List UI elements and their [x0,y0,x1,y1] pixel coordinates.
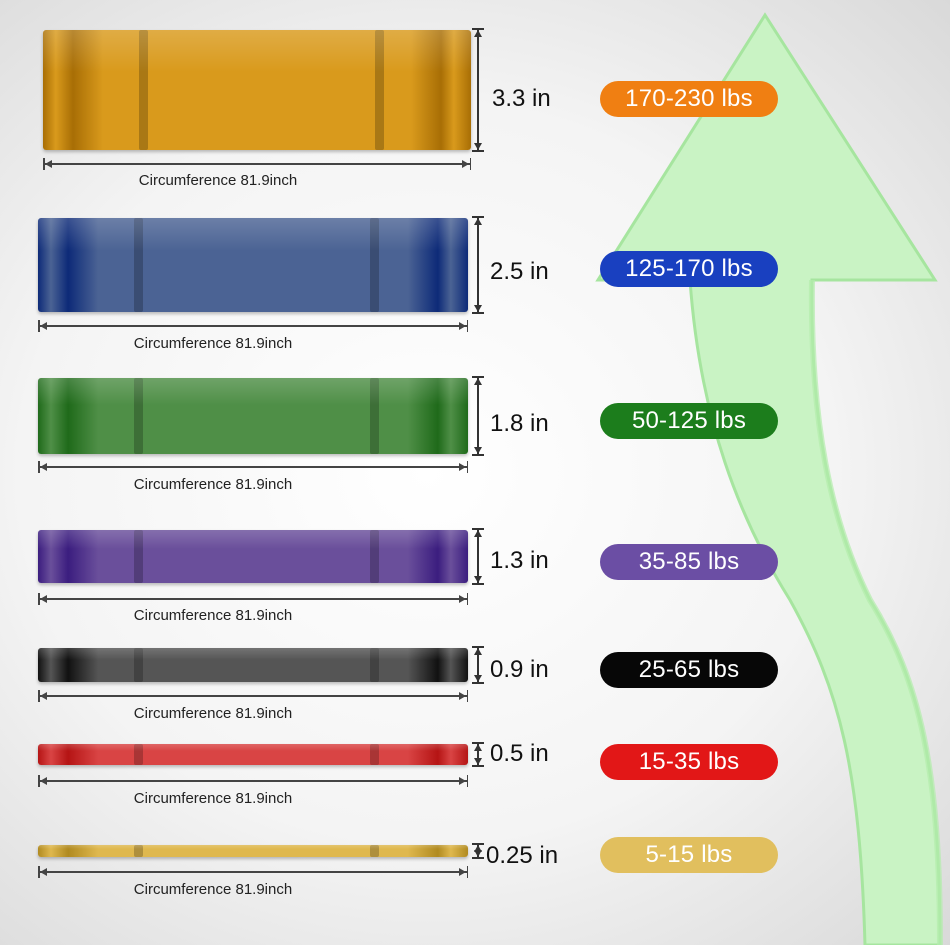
circumference-dimension-arrow [38,320,468,332]
thickness-dimension-arrow [472,28,484,152]
band-highlight [38,648,468,660]
circumference-label: Circumference 81.9inch [133,335,293,352]
band-seam [370,218,379,312]
resistance-badge: 170-230 lbs [600,81,778,117]
arrow-inner-fold [808,279,943,945]
resistance-badge: 15-35 lbs [600,744,778,780]
thickness-dimension-arrow [472,843,484,859]
thickness-dimension-arrow [472,216,484,314]
resistance-badge: 25-65 lbs [600,652,778,688]
circumference-label: Circumference 81.9inch [138,172,298,189]
band-highlight [38,218,468,251]
band-seam [134,744,143,765]
circumference-label: Circumference 81.9inch [133,790,293,807]
arrow-shape [595,12,942,945]
resistance-band-1 [38,218,468,312]
thickness-label: 0.5 in [490,740,549,767]
resistance-band-6 [38,845,468,857]
thickness-label: 3.3 in [492,85,551,112]
circumference-dimension-arrow [38,593,468,605]
resistance-band-2 [38,378,468,454]
thickness-dimension-arrow [472,376,484,456]
thickness-dimension-arrow [472,646,484,684]
band-highlight [38,845,468,850]
thickness-label: 1.8 in [490,410,549,437]
resistance-band-3 [38,530,468,583]
band-seam [370,648,379,682]
band-seam [134,378,143,454]
circumference-label: Circumference 81.9inch [133,705,293,722]
thickness-dimension-arrow [472,528,484,585]
circumference-dimension-arrow [38,775,468,787]
band-seam [370,845,379,857]
circumference-dimension-arrow [38,461,468,473]
thickness-label: 0.25 in [486,842,559,869]
circumference-dimension-arrow [38,866,468,878]
thickness-label: 1.3 in [490,547,549,574]
band-highlight [38,744,468,752]
thickness-label: 2.5 in [490,258,549,285]
band-seam [134,530,143,583]
circumference-label: Circumference 81.9inch [133,476,293,493]
band-seam [134,845,143,857]
band-seam [375,30,384,150]
band-seam [134,648,143,682]
band-highlight [38,378,468,405]
resistance-band-4 [38,648,468,682]
thickness-dimension-arrow [472,742,484,767]
band-seam [370,744,379,765]
resistance-band-5 [38,744,468,765]
thickness-label: 0.9 in [490,656,549,683]
circumference-dimension-arrow [38,690,468,702]
circumference-label: Circumference 81.9inch [133,881,293,898]
circumference-dimension-arrow [43,158,471,170]
band-seam [139,30,148,150]
resistance-badge: 5-15 lbs [600,837,778,873]
circumference-label: Circumference 81.9inch [133,607,293,624]
band-seam [370,378,379,454]
band-highlight [38,530,468,549]
band-seam [134,218,143,312]
resistance-badge: 125-170 lbs [600,251,778,287]
resistance-badge: 35-85 lbs [600,544,778,580]
resistance-badge: 50-125 lbs [600,403,778,439]
resistance-band-0 [43,30,471,150]
band-highlight [43,30,471,72]
band-seam [370,530,379,583]
